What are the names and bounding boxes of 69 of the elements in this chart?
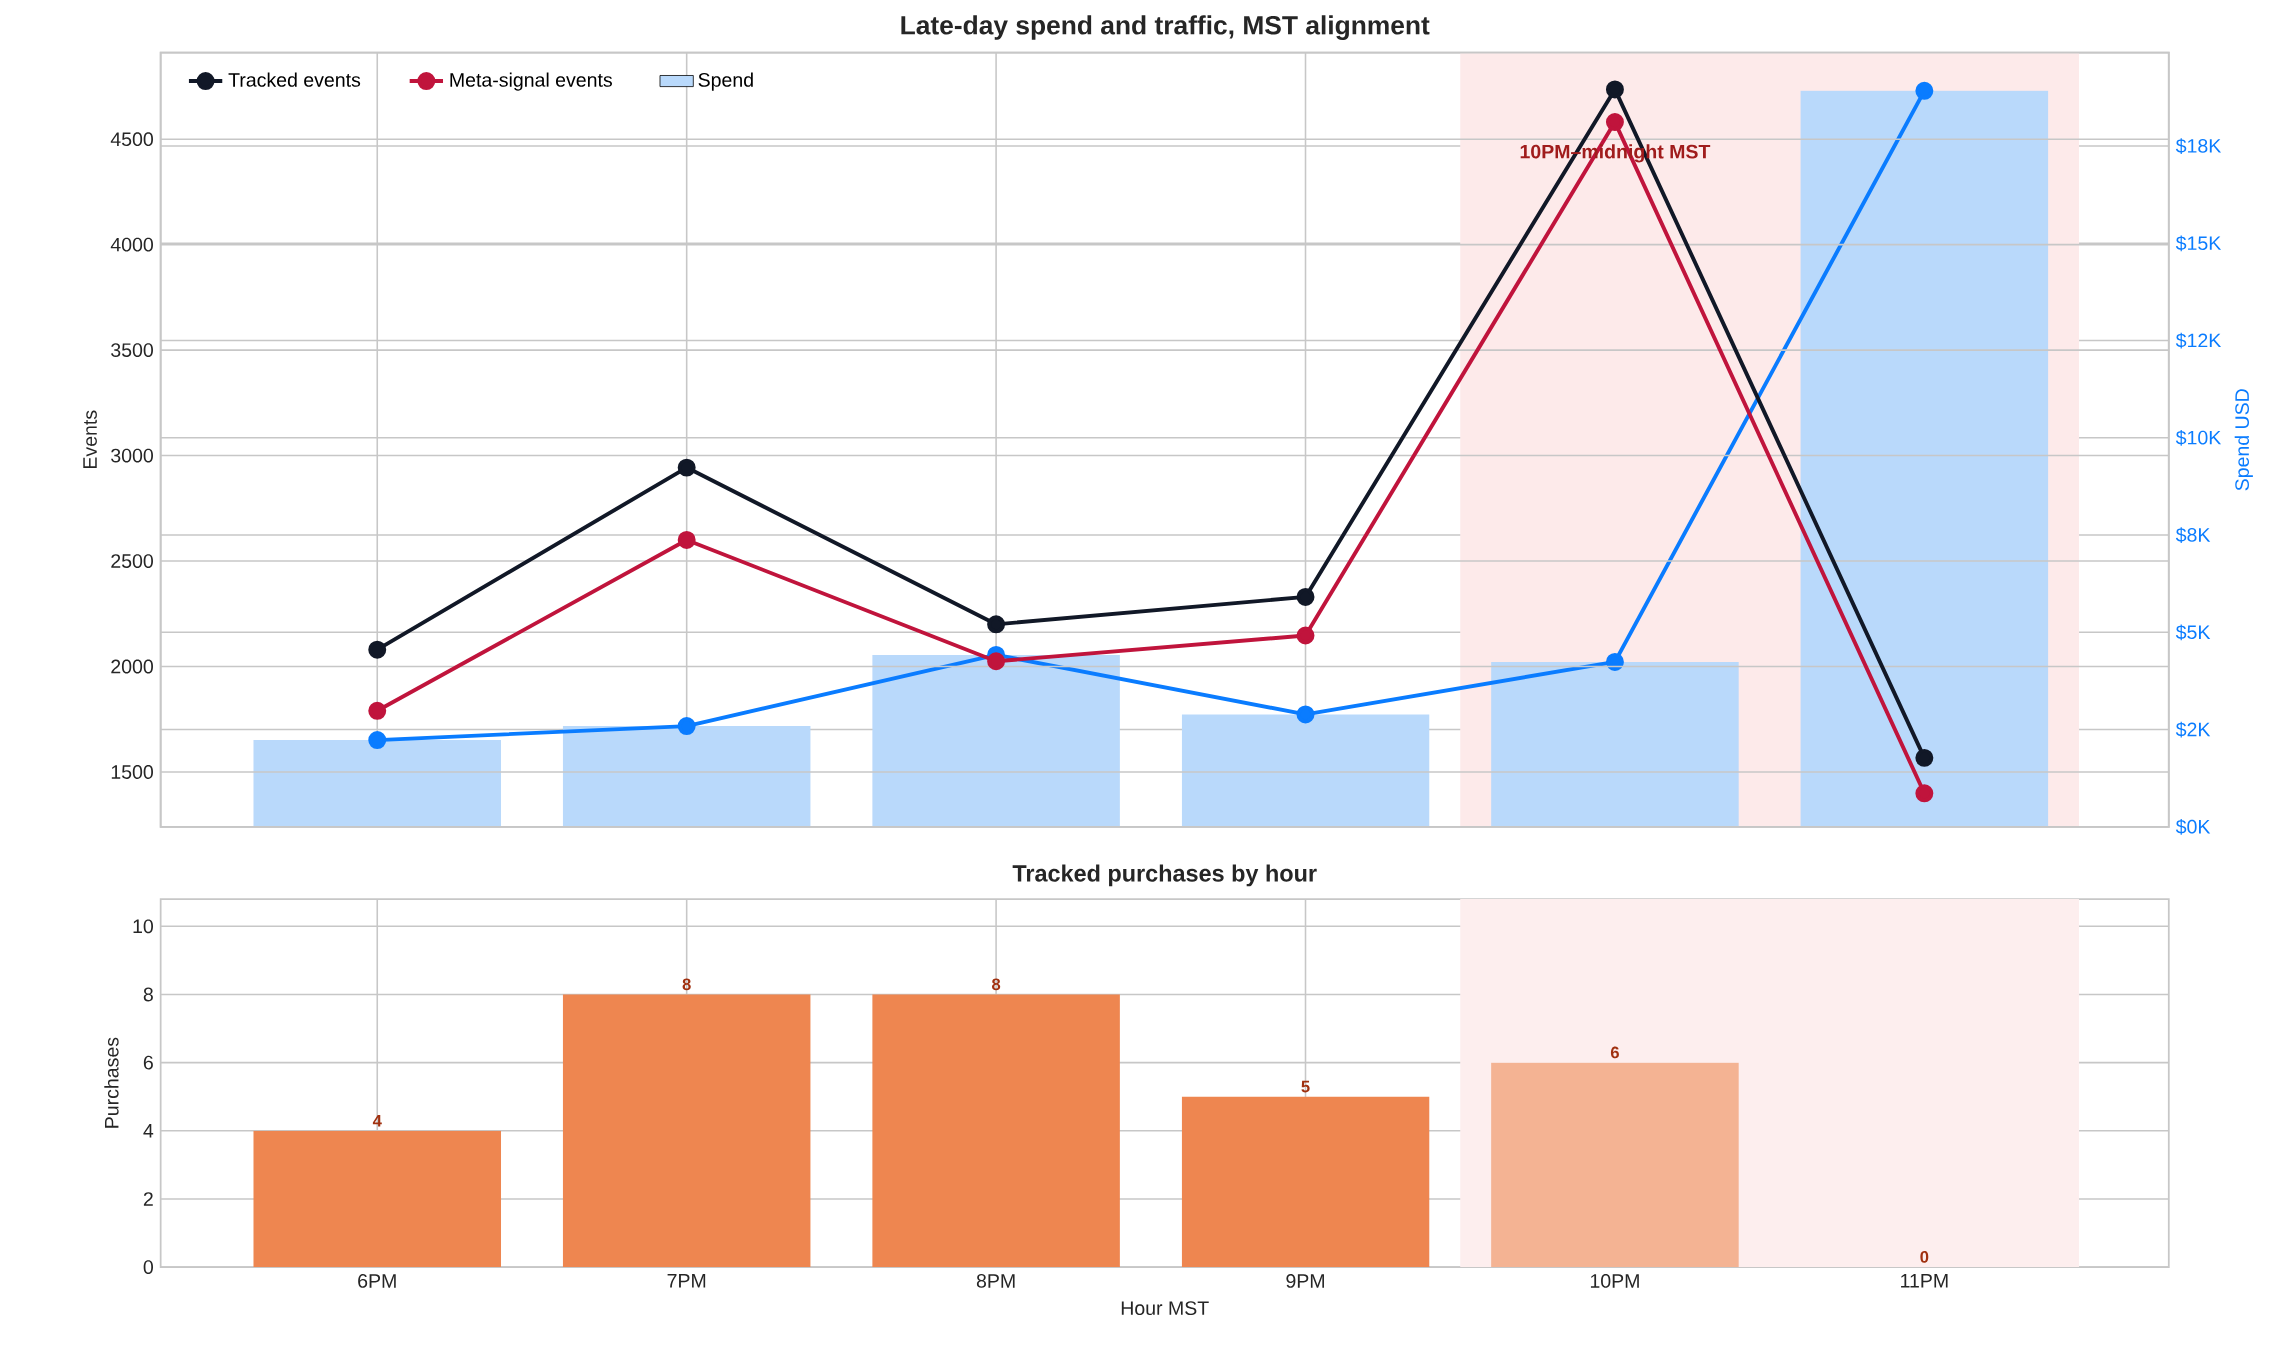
x-tick-label: 8PM	[976, 1273, 1015, 1288]
bar	[562, 725, 811, 827]
point	[1296, 705, 1315, 724]
point	[1915, 81, 1934, 100]
y-tick-label: 10	[133, 919, 154, 934]
point	[677, 717, 696, 735]
bar	[253, 1130, 502, 1268]
legend-label: Tracked events	[228, 72, 361, 87]
y2-tick-label: $12K	[2175, 332, 2222, 349]
bar	[562, 994, 811, 1268]
y2-tick-label: $15K	[2175, 235, 2222, 252]
x-tick-label: 9PM	[1286, 1273, 1324, 1288]
data-label: 4	[372, 1114, 382, 1127]
point	[987, 615, 1006, 634]
bar	[1181, 1096, 1430, 1268]
y-tick-label: 4	[143, 1123, 154, 1138]
bar	[872, 994, 1120, 1268]
bar	[1491, 661, 1739, 827]
point	[1296, 626, 1315, 645]
bar	[253, 739, 502, 827]
y-tick-label: 6	[143, 1055, 153, 1070]
x-tick-label: 10PM	[1590, 1273, 1639, 1288]
point	[368, 731, 387, 749]
y-tick-label: 0	[143, 1260, 154, 1274]
legend-label: Spend	[698, 72, 753, 91]
point	[677, 530, 696, 549]
data-label: 0	[1920, 1250, 1929, 1263]
y-tick-label: 4500	[110, 132, 153, 146]
y-tick-label: 3000	[111, 448, 153, 463]
point	[1605, 652, 1624, 671]
point	[1605, 80, 1624, 99]
y-axis-title: Purchases	[104, 1037, 119, 1128]
y-tick-label: 2000	[111, 659, 153, 674]
point	[1296, 587, 1315, 606]
y2-tick-label: $18K	[2175, 138, 2222, 154]
y-tick-label: 4000	[110, 237, 153, 252]
data-label: 5	[1301, 1080, 1310, 1093]
data-label: 8	[682, 978, 691, 991]
y2-axis-title: Spend USD	[2234, 389, 2253, 491]
y-tick-label: 2500	[111, 554, 153, 568]
chart-title: Late-day spend and traffic, MST alignment	[901, 15, 1430, 40]
y2-tick-label: $0K	[2175, 818, 2211, 835]
point	[368, 640, 387, 659]
bar	[1181, 714, 1430, 827]
y-tick-label: 2	[143, 1192, 153, 1206]
point	[1915, 784, 1934, 803]
chart-title: Tracked purchases by hour	[1012, 864, 1317, 887]
y2-tick-label: $10K	[2175, 429, 2222, 446]
bar	[872, 654, 1120, 827]
point	[677, 458, 696, 477]
x-axis-title: Hour MST	[1121, 1301, 1209, 1315]
data-label: 6	[1610, 1046, 1619, 1059]
y-tick-label: 1500	[111, 764, 153, 779]
bar	[1491, 1062, 1739, 1268]
y2-tick-label: $2K	[2175, 721, 2211, 738]
y2-tick-label: $8K	[2175, 527, 2211, 543]
y-tick-label: 8	[143, 987, 153, 1002]
y-tick-label: 3500	[111, 343, 153, 357]
data-label: 8	[992, 978, 1001, 991]
point	[1605, 113, 1624, 131]
y2-tick-label: $5K	[2175, 624, 2211, 641]
point	[1915, 748, 1934, 767]
legend-label: Meta-signal events	[450, 72, 612, 91]
y-axis-title: Events	[83, 410, 97, 468]
x-tick-label: 7PM	[667, 1273, 706, 1288]
x-tick-label: 11PM	[1901, 1273, 1948, 1288]
x-tick-label: 6PM	[358, 1273, 396, 1288]
point	[987, 652, 1006, 671]
point	[368, 701, 387, 720]
